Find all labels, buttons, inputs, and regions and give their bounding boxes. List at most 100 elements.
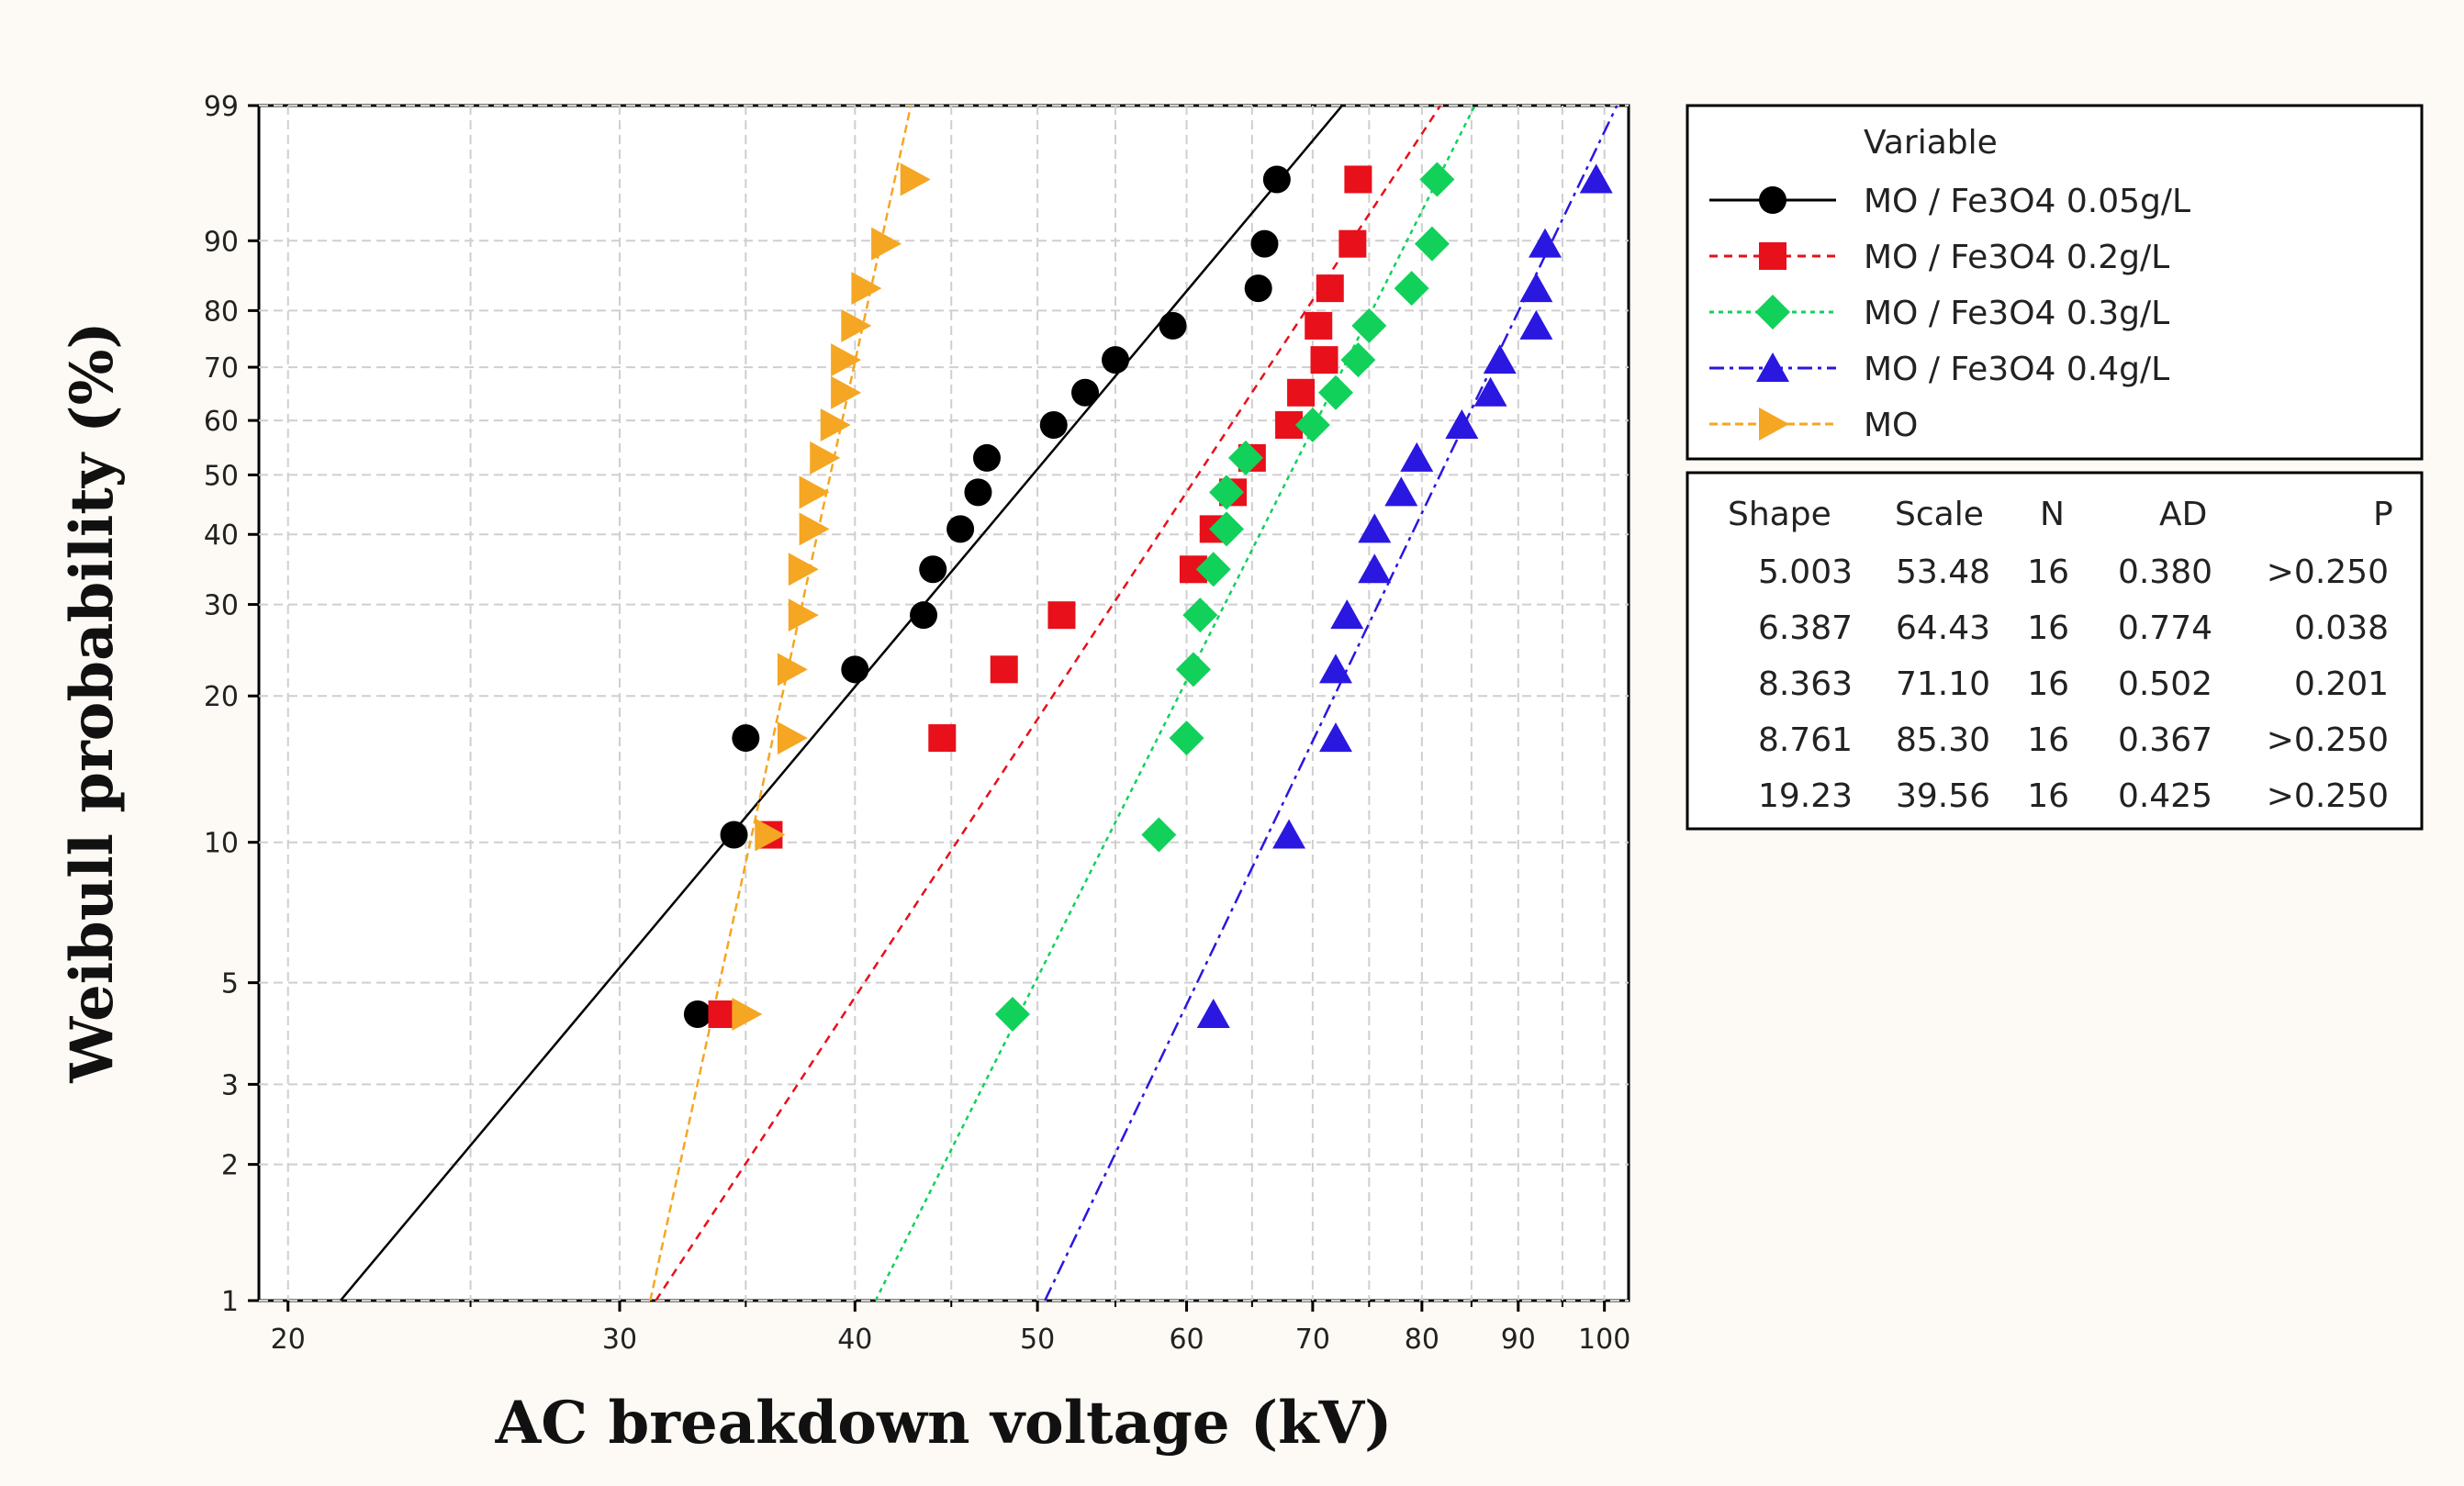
- x-tick-label: 50: [1020, 1324, 1055, 1356]
- legend-label-series-4: MO / Fe3O4 0.4g/L: [1864, 351, 2169, 388]
- y-tick-label: 60: [204, 406, 239, 438]
- fit-line-series-5: [649, 106, 913, 1301]
- y-tick-label: 3: [221, 1069, 239, 1101]
- data-point-series-4: [1445, 409, 1479, 440]
- x-tick-label: 20: [271, 1324, 306, 1356]
- stats-cell: 8.761: [1758, 721, 1853, 759]
- data-point-series-1: [910, 601, 938, 630]
- data-point-series-1: [1159, 311, 1187, 340]
- x-tick-label: 100: [1578, 1324, 1630, 1356]
- data-point-series-5: [810, 441, 841, 475]
- data-point-series-5: [851, 272, 882, 306]
- x-tick-label: 90: [1501, 1324, 1536, 1356]
- data-point-series-4: [1519, 273, 1553, 303]
- x-tick-label: 80: [1405, 1324, 1439, 1356]
- x-axis-title: AC breakdown voltage (kV): [495, 1389, 1393, 1458]
- stats-cell: 0.425: [2118, 777, 2212, 815]
- data-point-series-4: [1473, 376, 1507, 407]
- data-point-series-1: [964, 478, 992, 507]
- data-point-series-4: [1529, 228, 1562, 258]
- y-tick-label: 40: [204, 520, 239, 552]
- y-tick-label: 50: [204, 460, 239, 492]
- data-point-series-1: [1102, 346, 1130, 374]
- data-point-series-3: [1394, 271, 1429, 307]
- data-point-series-2: [1047, 601, 1076, 630]
- stats-cell: 0.038: [2294, 609, 2389, 647]
- legend-marker-series-3: [1755, 295, 1790, 330]
- data-point-series-3: [1227, 440, 1263, 475]
- data-point-series-5: [831, 375, 862, 409]
- stats-cell: 0.502: [2118, 665, 2212, 703]
- legend-label-series-2: MO / Fe3O4 0.2g/L: [1864, 239, 2169, 276]
- legend-marker-series-2: [1759, 242, 1786, 270]
- stats-cell: 0.774: [2118, 609, 2212, 647]
- data-point-series-3: [1340, 342, 1376, 378]
- data-point-series-2: [1305, 311, 1333, 340]
- stats-cell: 0.380: [2118, 553, 2212, 591]
- data-point-series-2: [1310, 346, 1338, 374]
- stats-cell: 19.23: [1758, 777, 1853, 815]
- data-point-series-3: [1175, 652, 1211, 687]
- stats-header-cell: P: [2373, 496, 2393, 533]
- data-point-series-1: [720, 821, 748, 849]
- data-point-series-3: [1209, 511, 1245, 547]
- data-point-series-2: [1287, 378, 1316, 407]
- data-points: [683, 162, 1613, 1032]
- data-point-series-5: [788, 598, 819, 632]
- stats-cell: 0.367: [2118, 721, 2212, 759]
- data-point-series-5: [777, 721, 808, 755]
- y-tick-label: 30: [204, 590, 239, 622]
- data-point-series-1: [946, 515, 975, 543]
- data-point-series-5: [755, 818, 786, 852]
- x-tick-label: 40: [837, 1324, 872, 1356]
- data-point-series-3: [994, 996, 1030, 1032]
- axis-ticks: 20 30 40 50 60 70 80 90 100 1 2 3 5 10 20 30 40 50 60 70 80 9…: [204, 91, 1630, 1356]
- stats-cell: 0.201: [2294, 665, 2389, 703]
- data-point-series-1: [841, 655, 869, 684]
- data-point-series-2: [990, 655, 1018, 684]
- data-point-series-3: [1294, 408, 1330, 443]
- y-axis-title: Weibull probability (%): [58, 321, 127, 1083]
- data-point-series-5: [732, 997, 763, 1031]
- data-point-series-3: [1317, 374, 1353, 410]
- stats-cell: >0.250: [2267, 721, 2389, 759]
- stats-cell: 6.387: [1758, 609, 1853, 647]
- data-point-series-5: [799, 512, 830, 546]
- data-point-series-4: [1384, 476, 1418, 507]
- data-point-series-3: [1195, 552, 1231, 587]
- stats-cell: 16: [2027, 721, 2069, 759]
- stats-cell: 16: [2027, 665, 2069, 703]
- legend-marker-series-5: [1759, 408, 1789, 441]
- y-tick-label: 99: [204, 91, 239, 123]
- data-point-series-3: [1169, 721, 1204, 756]
- data-point-series-4: [1400, 441, 1434, 472]
- stats-cell: 16: [2027, 777, 2069, 815]
- data-point-series-4: [1358, 553, 1392, 584]
- stats-table: Shape Scale N AD P 5.003 53.48 16 0.380 >0.250 6.3…: [1728, 496, 2393, 815]
- stats-cell: 64.43: [1896, 609, 1990, 647]
- fit-lines: [339, 106, 1618, 1301]
- data-point-series-4: [1318, 654, 1352, 684]
- plot-area: [257, 104, 1630, 1302]
- data-point-series-4: [1330, 599, 1364, 630]
- data-point-series-3: [1419, 162, 1455, 197]
- legend-label-series-5: MO: [1864, 407, 1918, 444]
- stats-cell: 5.003: [1758, 553, 1853, 591]
- y-tick-label: 1: [221, 1286, 239, 1318]
- data-point-series-3: [1414, 226, 1450, 262]
- legend-marker-series-1: [1759, 186, 1786, 214]
- data-point-series-4: [1483, 344, 1517, 374]
- y-tick-label: 10: [204, 828, 239, 860]
- legend-label-series-3: MO / Fe3O4 0.3g/L: [1864, 295, 2169, 332]
- stats-cell: 39.56: [1896, 777, 1990, 815]
- stats-table-box: [1686, 471, 2424, 831]
- fit-line-series-3: [874, 106, 1476, 1301]
- stats-cell: 71.10: [1896, 665, 1990, 703]
- data-point-series-1: [732, 724, 760, 753]
- data-point-series-3: [1351, 307, 1387, 343]
- data-point-series-3: [1141, 817, 1177, 853]
- stats-cell: 16: [2027, 553, 2069, 591]
- data-point-series-2: [1338, 229, 1367, 258]
- x-tick-label: 30: [602, 1324, 637, 1356]
